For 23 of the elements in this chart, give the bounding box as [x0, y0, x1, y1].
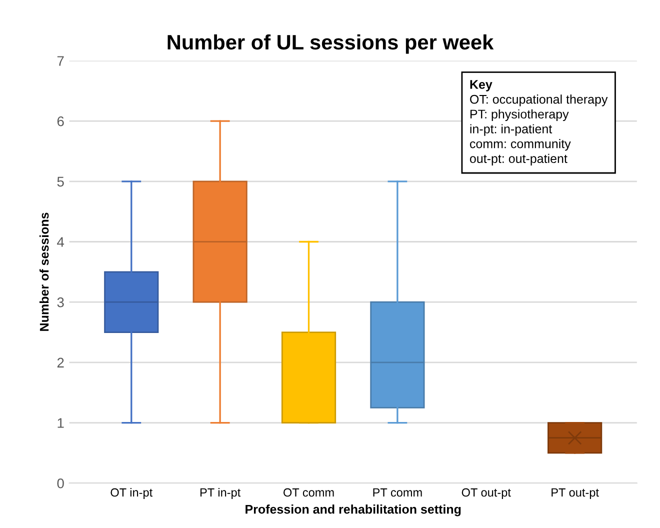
y-tick-label: 0 [57, 478, 64, 488]
x-tick-label: OT out-pt [462, 488, 511, 499]
x-tick-label: PT in-pt [200, 488, 241, 499]
annotation: OT: occupational therapy [470, 94, 608, 106]
x-axis-title: Profession and rehabilitation setting [246, 504, 461, 516]
annotation: Key [470, 80, 492, 92]
y-tick-label: 5 [57, 176, 64, 187]
y-tick-label: 6 [57, 116, 64, 126]
y-tick-label: 4 [57, 237, 64, 247]
x-tick-label: OT in-pt [110, 488, 153, 499]
chart-title: Number of UL sessions per week [168, 34, 494, 54]
annotation: out-pt: out-patient [470, 154, 568, 166]
y-tick-label: 3 [57, 297, 64, 308]
annotation: comm: community [470, 139, 571, 151]
x-tick-label: PT comm [373, 488, 422, 497]
y-tick-label: 7 [57, 56, 64, 66]
y-tick-label: 2 [57, 358, 64, 368]
y-axis-title: Number of sessions [40, 212, 49, 331]
annotation: in-pt: in-patient [470, 124, 552, 136]
annotation: PT: physiotherapy [470, 109, 569, 122]
x-tick-label: OT comm [284, 488, 334, 497]
x-tick-label: PT out-pt [552, 488, 599, 499]
y-tick-label: 1 [58, 418, 64, 428]
